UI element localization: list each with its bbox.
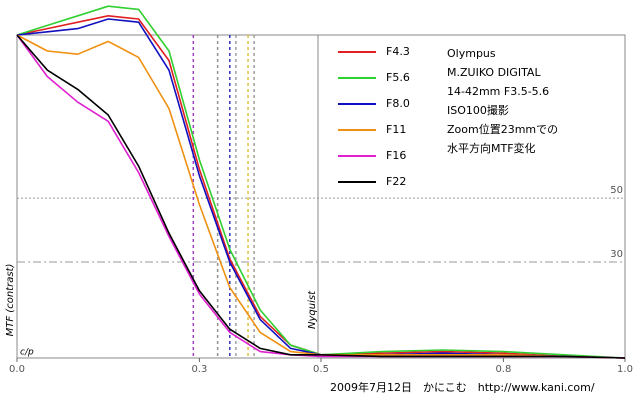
legend-label: F22 — [386, 175, 406, 188]
x-tick-label: 0.3 — [191, 364, 207, 375]
x-tick-label: 1.0 — [617, 364, 633, 375]
note: M.ZUIKO DIGITAL — [447, 66, 541, 79]
note: 14-42mm F3.5-5.6 — [447, 85, 549, 98]
legend-label: F5.6 — [386, 71, 410, 84]
series-line — [16, 34, 626, 359]
legend-label: F8.0 — [386, 97, 410, 110]
x-tick-label: 0.5 — [313, 364, 329, 375]
x-axis-unit: c/p — [20, 348, 34, 358]
series-line — [16, 15, 626, 359]
legend-label: F11 — [386, 123, 406, 136]
note: ISO100撮影 — [447, 103, 509, 117]
legend-box — [323, 38, 608, 198]
legend-label: F16 — [386, 149, 406, 162]
x-tick-label: 0.0 — [9, 364, 25, 375]
series-line — [16, 34, 626, 359]
note: Zoom位置23mmでの — [447, 122, 558, 136]
y-tick-label: 30 — [610, 249, 623, 260]
series-line — [16, 5, 626, 359]
note: Olympus — [447, 47, 496, 60]
nyquist-label: Nyquist — [307, 290, 318, 329]
x-tick-label: 0.8 — [495, 364, 511, 375]
legend-label: F4.3 — [386, 45, 410, 58]
note: 水平方向MTF変化 — [447, 141, 536, 155]
footer: 2009年7月12日 かにこむ http://www.kani.com/ — [330, 380, 595, 394]
y-axis-label: MTF (contrast) — [5, 264, 16, 337]
y-tick-label: 50 — [610, 185, 623, 196]
